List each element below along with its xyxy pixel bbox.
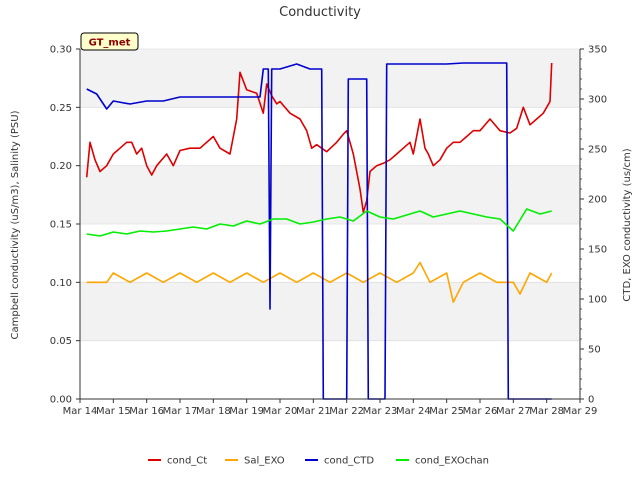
y2-tick-label: 300 xyxy=(588,95,607,106)
y2-tick-label: 150 xyxy=(588,245,607,256)
x-tick-label: Mar 20 xyxy=(263,406,298,417)
y2-tick-label: 350 xyxy=(588,45,607,56)
x-tick-label: Mar 17 xyxy=(163,406,198,417)
station-badge-box xyxy=(80,32,139,51)
station-badge: GT_met xyxy=(80,32,139,51)
x-tick-label: Mar 27 xyxy=(496,406,531,417)
plot-band xyxy=(80,165,580,224)
y2-tick-label: 50 xyxy=(588,345,601,356)
x-tick-label: Mar 18 xyxy=(196,406,231,417)
series-layer xyxy=(85,62,553,400)
legend: cond_Ct Sal_EXO cond_CTD cond_EXOchan xyxy=(148,456,489,467)
plot-bands xyxy=(80,49,580,399)
y2-tick-label: 200 xyxy=(588,195,607,206)
chart-title: Conductivity xyxy=(279,5,361,20)
y-tick-label: 0.15 xyxy=(50,220,72,231)
y-axis-label: Campbell conductivity (uS/m3), Salinity … xyxy=(10,110,21,339)
plot-band xyxy=(80,107,580,166)
legend-label: cond_CTD xyxy=(324,456,374,467)
series-line-cond_Ct xyxy=(85,62,553,214)
y-tick-label: 0.25 xyxy=(50,103,72,114)
x-tick-label: Mar 19 xyxy=(229,406,264,417)
x-tick-label: Mar 24 xyxy=(396,406,431,417)
x-tick-label: Mar 28 xyxy=(529,406,564,417)
x-tick-label: Mar 16 xyxy=(129,406,164,417)
x-tick-label: Mar 14 xyxy=(63,406,98,417)
x-tick-label: Mar 26 xyxy=(463,406,498,417)
y-tick-label: 0.10 xyxy=(50,278,72,289)
plot-band xyxy=(80,282,580,341)
x-tick-label: Mar 22 xyxy=(329,406,364,417)
x-tick-label: Mar 23 xyxy=(363,406,398,417)
y2-tick-label: 100 xyxy=(588,295,607,306)
y-tick-label: 0.00 xyxy=(50,395,72,406)
plot-band xyxy=(80,340,580,399)
x-tick-label: Mar 29 xyxy=(563,406,598,417)
x-tick-label: Mar 15 xyxy=(96,406,131,417)
x-tick-label: Mar 25 xyxy=(429,406,464,417)
plot-band xyxy=(80,49,580,108)
series-line-cond_CTD xyxy=(86,62,552,400)
x-tick-label: Mar 21 xyxy=(296,406,331,417)
y2-axis-label: CTD, EXO conductivity (us/cm) xyxy=(622,148,633,301)
legend-label: cond_Ct xyxy=(167,456,207,467)
y-tick-label: 0.05 xyxy=(50,336,72,347)
legend-label: cond_EXOchan xyxy=(415,456,489,467)
series-line-cond_EXOchan xyxy=(86,208,552,237)
legend-item-Sal_EXO: Sal_EXO xyxy=(225,456,285,467)
y-tick-label: 0.20 xyxy=(50,161,72,172)
y2-tick-label: 0 xyxy=(588,395,594,406)
y-tick-label: 0.30 xyxy=(50,45,72,56)
legend-item-cond_EXOchan: cond_EXOchan xyxy=(396,456,489,467)
y2-tick-label: 250 xyxy=(588,145,607,156)
plot-band xyxy=(80,224,580,283)
station-badge-label: GT_met xyxy=(89,38,131,49)
legend-item-cond_CTD: cond_CTD xyxy=(305,456,374,467)
legend-item-cond_Ct: cond_Ct xyxy=(148,456,207,467)
legend-label: Sal_EXO xyxy=(244,456,285,467)
